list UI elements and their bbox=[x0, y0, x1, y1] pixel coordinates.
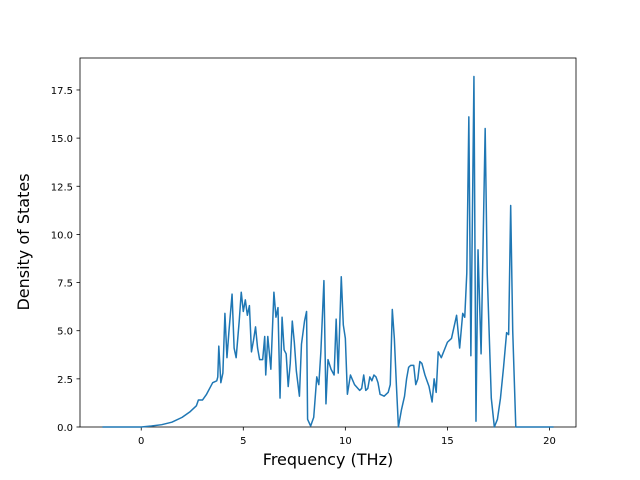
x-tick-label: 0 bbox=[138, 436, 144, 447]
y-tick-label: 12.5 bbox=[51, 182, 73, 193]
x-tick-label: 5 bbox=[240, 436, 246, 447]
y-tick-label: 10.0 bbox=[51, 230, 73, 241]
y-tick-label: 0.0 bbox=[57, 423, 73, 434]
y-axis-label: Density of States bbox=[14, 173, 33, 310]
x-tick-label: 15 bbox=[441, 436, 454, 447]
plot-frame bbox=[79, 57, 577, 428]
y-tick-label: 7.5 bbox=[57, 279, 73, 290]
line-series bbox=[102, 75, 554, 428]
y-tick-label: 5.0 bbox=[57, 327, 73, 338]
y-tick-label: 2.5 bbox=[57, 375, 73, 386]
y-tick-label: 17.5 bbox=[51, 86, 73, 97]
y-tick-label: 15.0 bbox=[51, 134, 73, 145]
x-axis-label: Frequency (THz) bbox=[263, 450, 393, 469]
x-tick-label: 20 bbox=[543, 436, 556, 447]
x-tick-label: 10 bbox=[339, 436, 352, 447]
